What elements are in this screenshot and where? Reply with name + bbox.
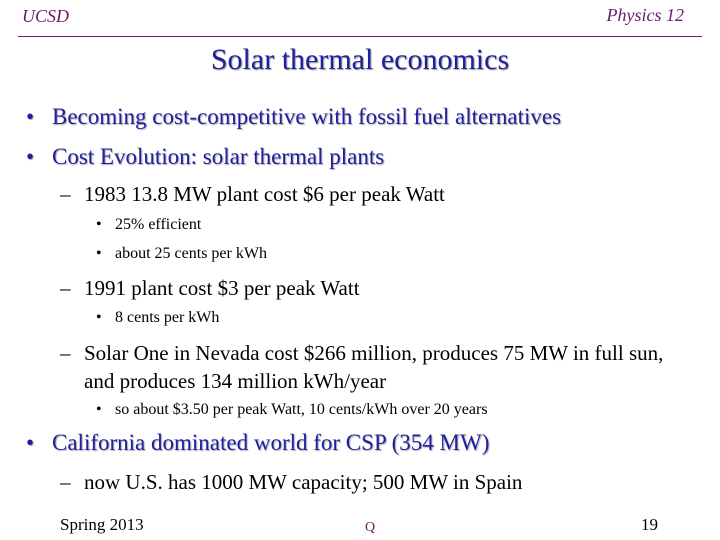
subsub-text: so about $3.50 per peak Watt, 10 cents/k… bbox=[115, 401, 488, 418]
subsub-text: 8 cents per kWh bbox=[115, 309, 220, 326]
subsub-25-cents: • about 25 cents per kWh bbox=[96, 245, 267, 263]
subsub-efficiency: • 25% efficient bbox=[96, 216, 201, 234]
subsub-per-peak-watt: • so about $3.50 per peak Watt, 10 cents/… bbox=[96, 401, 488, 419]
bullet-cost-evolution: • Cost Evolution: solar thermal plants bbox=[26, 144, 384, 170]
bullet-cost-competitive: • Becoming cost-competitive with fossil f… bbox=[26, 104, 561, 130]
dash-mark: – bbox=[60, 182, 71, 206]
bullet-text: Becoming cost-competitive with fossil fu… bbox=[52, 104, 562, 129]
sub-us-capacity: – now U.S. has 1000 MW capacity; 500 MW i… bbox=[60, 470, 522, 495]
bullet-mark: • bbox=[96, 245, 102, 262]
bullet-text: California dominated world for CSP (354 … bbox=[52, 430, 490, 455]
slide-number: 19 bbox=[641, 515, 658, 534]
dash-mark: – bbox=[60, 341, 71, 365]
sub-1983-plant: –1983 13.8 MW plant cost $6 per peak Wat… bbox=[60, 182, 445, 207]
subsub-text: about 25 cents per kWh bbox=[115, 245, 267, 262]
bullet-california: • California dominated world for CSP (354… bbox=[26, 430, 489, 456]
footer-date: Spring 2013 bbox=[60, 515, 144, 534]
sub-1991-plant: –1991 plant cost $3 per peak Watt bbox=[60, 276, 360, 301]
slide-title: Solar thermal economics bbox=[210, 43, 510, 76]
sub-text: now U.S. has 1000 MW capacity; 500 MW in… bbox=[84, 470, 523, 494]
bullet-mark: • bbox=[96, 309, 102, 326]
bullet-mark: • bbox=[26, 104, 35, 129]
sub-solar-one: – Solar One in Nevada cost $266 million, … bbox=[60, 339, 674, 395]
dash-mark: – bbox=[60, 276, 71, 300]
sub-text: 1991 plant cost $3 per peak Watt bbox=[84, 276, 360, 300]
dash-mark: – bbox=[60, 470, 71, 494]
sub-text: 1983 13.8 MW plant cost $6 per peak Watt bbox=[84, 182, 445, 206]
footer-mark: Q bbox=[365, 520, 376, 535]
bullet-mark: • bbox=[96, 216, 102, 233]
sub-text: Solar One in Nevada cost $266 million, p… bbox=[84, 341, 664, 393]
bullet-mark: • bbox=[96, 401, 102, 418]
header-left: UCSD bbox=[22, 6, 70, 26]
subsub-8-cents: • 8 cents per kWh bbox=[96, 309, 219, 327]
bullet-mark: • bbox=[26, 144, 35, 169]
bullet-mark: • bbox=[26, 430, 35, 455]
bullet-text: Cost Evolution: solar thermal plants bbox=[52, 144, 385, 169]
subsub-text: 25% efficient bbox=[115, 216, 202, 233]
header-right: Physics 12 bbox=[606, 5, 684, 25]
header-divider bbox=[18, 36, 702, 37]
